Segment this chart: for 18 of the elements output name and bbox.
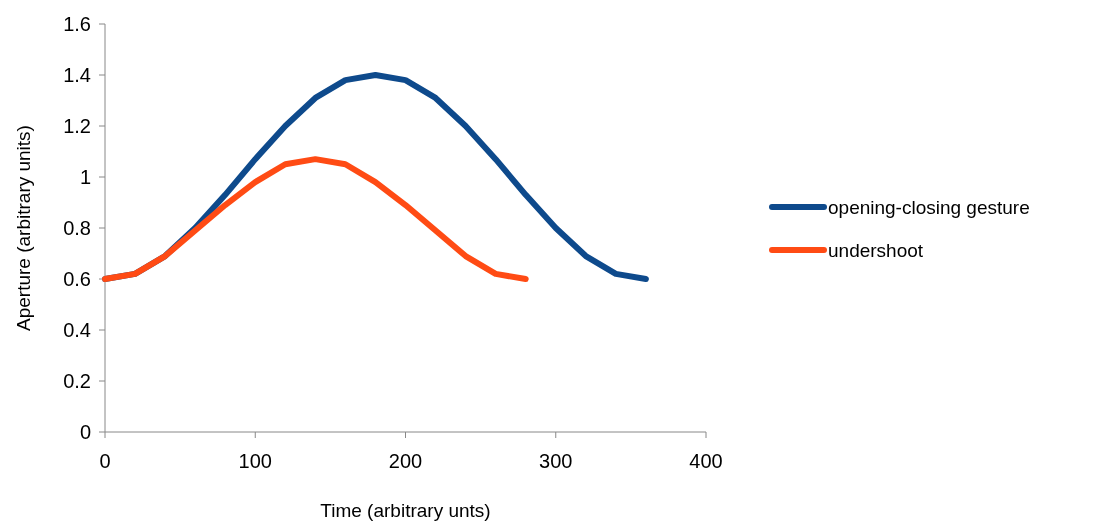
legend-label: undershoot [828, 239, 924, 261]
y-axis-title: Aperture (arbitrary units) [13, 125, 34, 331]
y-tick-label: 0.6 [63, 268, 91, 290]
y-tick-label: 0.8 [63, 217, 91, 239]
x-tick-label: 400 [689, 450, 723, 472]
y-tick-label: 1.4 [63, 64, 91, 86]
x-tick-label: 100 [238, 450, 272, 472]
x-tick-label: 300 [539, 450, 573, 472]
legend-label: opening-closing gesture [828, 196, 1030, 218]
y-tick-label: 0.2 [63, 370, 91, 392]
x-axis-title: Time (arbitrary unts) [320, 500, 491, 521]
x-tick-label: 0 [99, 450, 111, 472]
y-tick-label: 1.6 [63, 13, 91, 35]
y-tick-label: 0 [79, 421, 91, 443]
y-tick-label: 1.2 [63, 115, 91, 137]
x-tick-label: 200 [388, 450, 423, 472]
y-tick-label: 1 [79, 166, 91, 188]
y-tick-label: 0.4 [63, 319, 91, 341]
